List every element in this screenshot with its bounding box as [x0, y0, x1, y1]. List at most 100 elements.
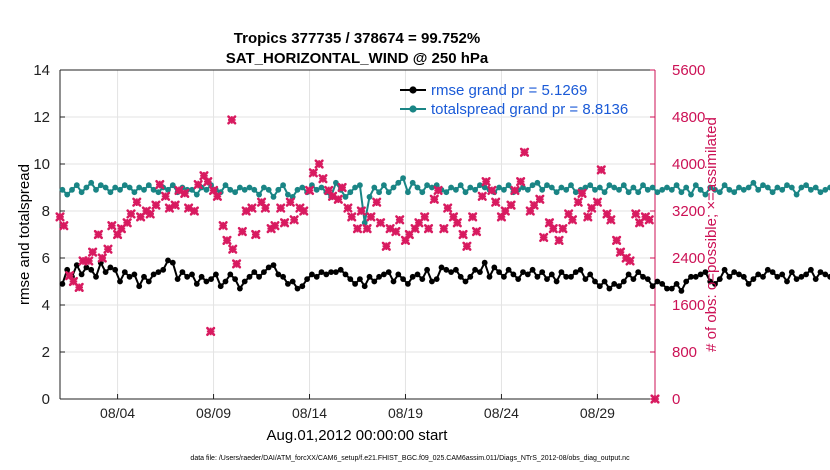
series-point-1-16	[136, 184, 143, 191]
series-point-1-6	[88, 179, 95, 186]
series-point-0-92	[501, 273, 507, 280]
series-point-0-157	[812, 276, 819, 282]
obs-point-2-6	[84, 256, 94, 266]
obs-point-3-1	[227, 115, 237, 125]
series-point-0-23	[169, 259, 176, 266]
series-point-1-13	[121, 182, 128, 189]
obs-point-2-56	[324, 185, 334, 196]
series-point-1-132	[692, 182, 699, 189]
series-point-0-140	[731, 269, 738, 275]
series-point-1-54	[318, 184, 325, 191]
obs-point-2-55	[318, 174, 328, 184]
series-point-1-59	[342, 194, 349, 200]
series-point-0-103	[553, 278, 560, 285]
series-point-1-69	[390, 184, 397, 191]
series-point-1-9	[102, 184, 109, 191]
series-point-0-95	[515, 276, 522, 282]
series-point-1-144	[750, 179, 757, 186]
obs-point-2-33	[212, 191, 222, 201]
x-tick-label-1: 08/09	[196, 405, 231, 421]
series-point-1-40	[251, 186, 258, 193]
series-point-0-154	[798, 273, 805, 280]
series-point-0-129	[678, 288, 685, 294]
series-point-0-152	[788, 269, 795, 275]
series-point-1-22	[165, 186, 171, 193]
obs-point-2-67	[375, 218, 386, 228]
series-point-1-154	[798, 184, 805, 191]
series-point-0-159	[822, 271, 829, 278]
series-point-0-134	[702, 269, 709, 275]
series-point-0-116	[616, 283, 622, 290]
y-tick-label-right-3: 2400	[672, 250, 705, 267]
obs-point-2-116	[612, 235, 622, 245]
series-point-0-114	[606, 285, 613, 292]
series-point-1-128	[673, 182, 680, 189]
series-point-1-160	[827, 184, 830, 191]
series-point-0-115	[611, 281, 618, 287]
obs-point-2-83	[452, 218, 462, 228]
series-point-0-36	[232, 276, 239, 282]
series-point-0-135	[707, 278, 714, 285]
series-point-1-62	[357, 182, 363, 189]
series-point-1-91	[496, 184, 502, 191]
series-point-0-109	[582, 276, 589, 282]
series-point-1-45	[275, 186, 282, 193]
series-point-0-53	[313, 273, 320, 280]
obs-point-2-52	[304, 185, 315, 196]
obs-point-2-26	[180, 188, 190, 198]
obs-point-2-90	[487, 185, 497, 196]
series-point-1-113	[601, 189, 608, 196]
obs-point-2-89	[481, 177, 491, 187]
series-point-0-89	[486, 273, 493, 280]
series-point-1-138	[721, 182, 728, 189]
obs-point-2-12	[112, 229, 123, 240]
obs-point-2-68	[381, 241, 391, 251]
series-point-0-73	[409, 273, 416, 280]
series-point-0-131	[688, 273, 694, 280]
series-point-0-155	[803, 271, 809, 278]
series-point-0-141	[736, 271, 742, 278]
obs-point-2-119	[625, 256, 635, 266]
y-tick-label-left-2: 4	[42, 297, 50, 314]
obs-point-2-16	[132, 197, 142, 207]
series-point-0-60	[347, 276, 354, 282]
series-point-1-27	[189, 186, 195, 193]
series-point-1-53	[313, 186, 320, 193]
series-point-1-133	[697, 186, 704, 193]
series-point-1-15	[131, 189, 138, 196]
series-point-1-93	[505, 182, 512, 189]
series-point-0-88	[481, 259, 488, 266]
y-tick-label-left-1: 2	[42, 344, 50, 361]
obs-point-2-10	[103, 244, 113, 254]
obs-point-2-113	[596, 165, 606, 175]
y-tick-label-right-6: 4800	[672, 109, 705, 126]
series-point-0-68	[385, 269, 392, 275]
obs-point-2-24	[170, 200, 180, 210]
series-point-0-20	[155, 269, 162, 275]
series-point-0-144	[750, 276, 757, 282]
obs-point-2-120	[631, 209, 641, 219]
x-tick-label-0: 08/04	[100, 405, 135, 421]
series-point-0-147	[764, 266, 771, 273]
series-point-0-139	[726, 273, 733, 280]
series-point-1-60	[347, 189, 354, 196]
series-point-0-83	[457, 273, 464, 280]
series-point-0-97	[524, 271, 531, 278]
obs-point-2-103	[548, 224, 558, 234]
legend-marker-0	[409, 86, 417, 94]
series-point-0-27	[189, 271, 195, 278]
series-point-1-116	[616, 186, 622, 193]
series-point-0-42	[261, 269, 267, 275]
series-point-1-124	[654, 189, 661, 196]
obs-point-2-107	[567, 215, 578, 225]
series-point-0-148	[769, 269, 776, 275]
series-point-0-94	[510, 271, 517, 278]
series-point-0-150	[779, 271, 786, 278]
obs-point-2-77	[423, 224, 434, 234]
series-point-1-57	[333, 179, 339, 186]
series-point-0-0	[59, 281, 66, 287]
series-point-1-44	[270, 194, 277, 200]
series-layer	[55, 115, 830, 404]
series-point-0-62	[357, 276, 363, 282]
